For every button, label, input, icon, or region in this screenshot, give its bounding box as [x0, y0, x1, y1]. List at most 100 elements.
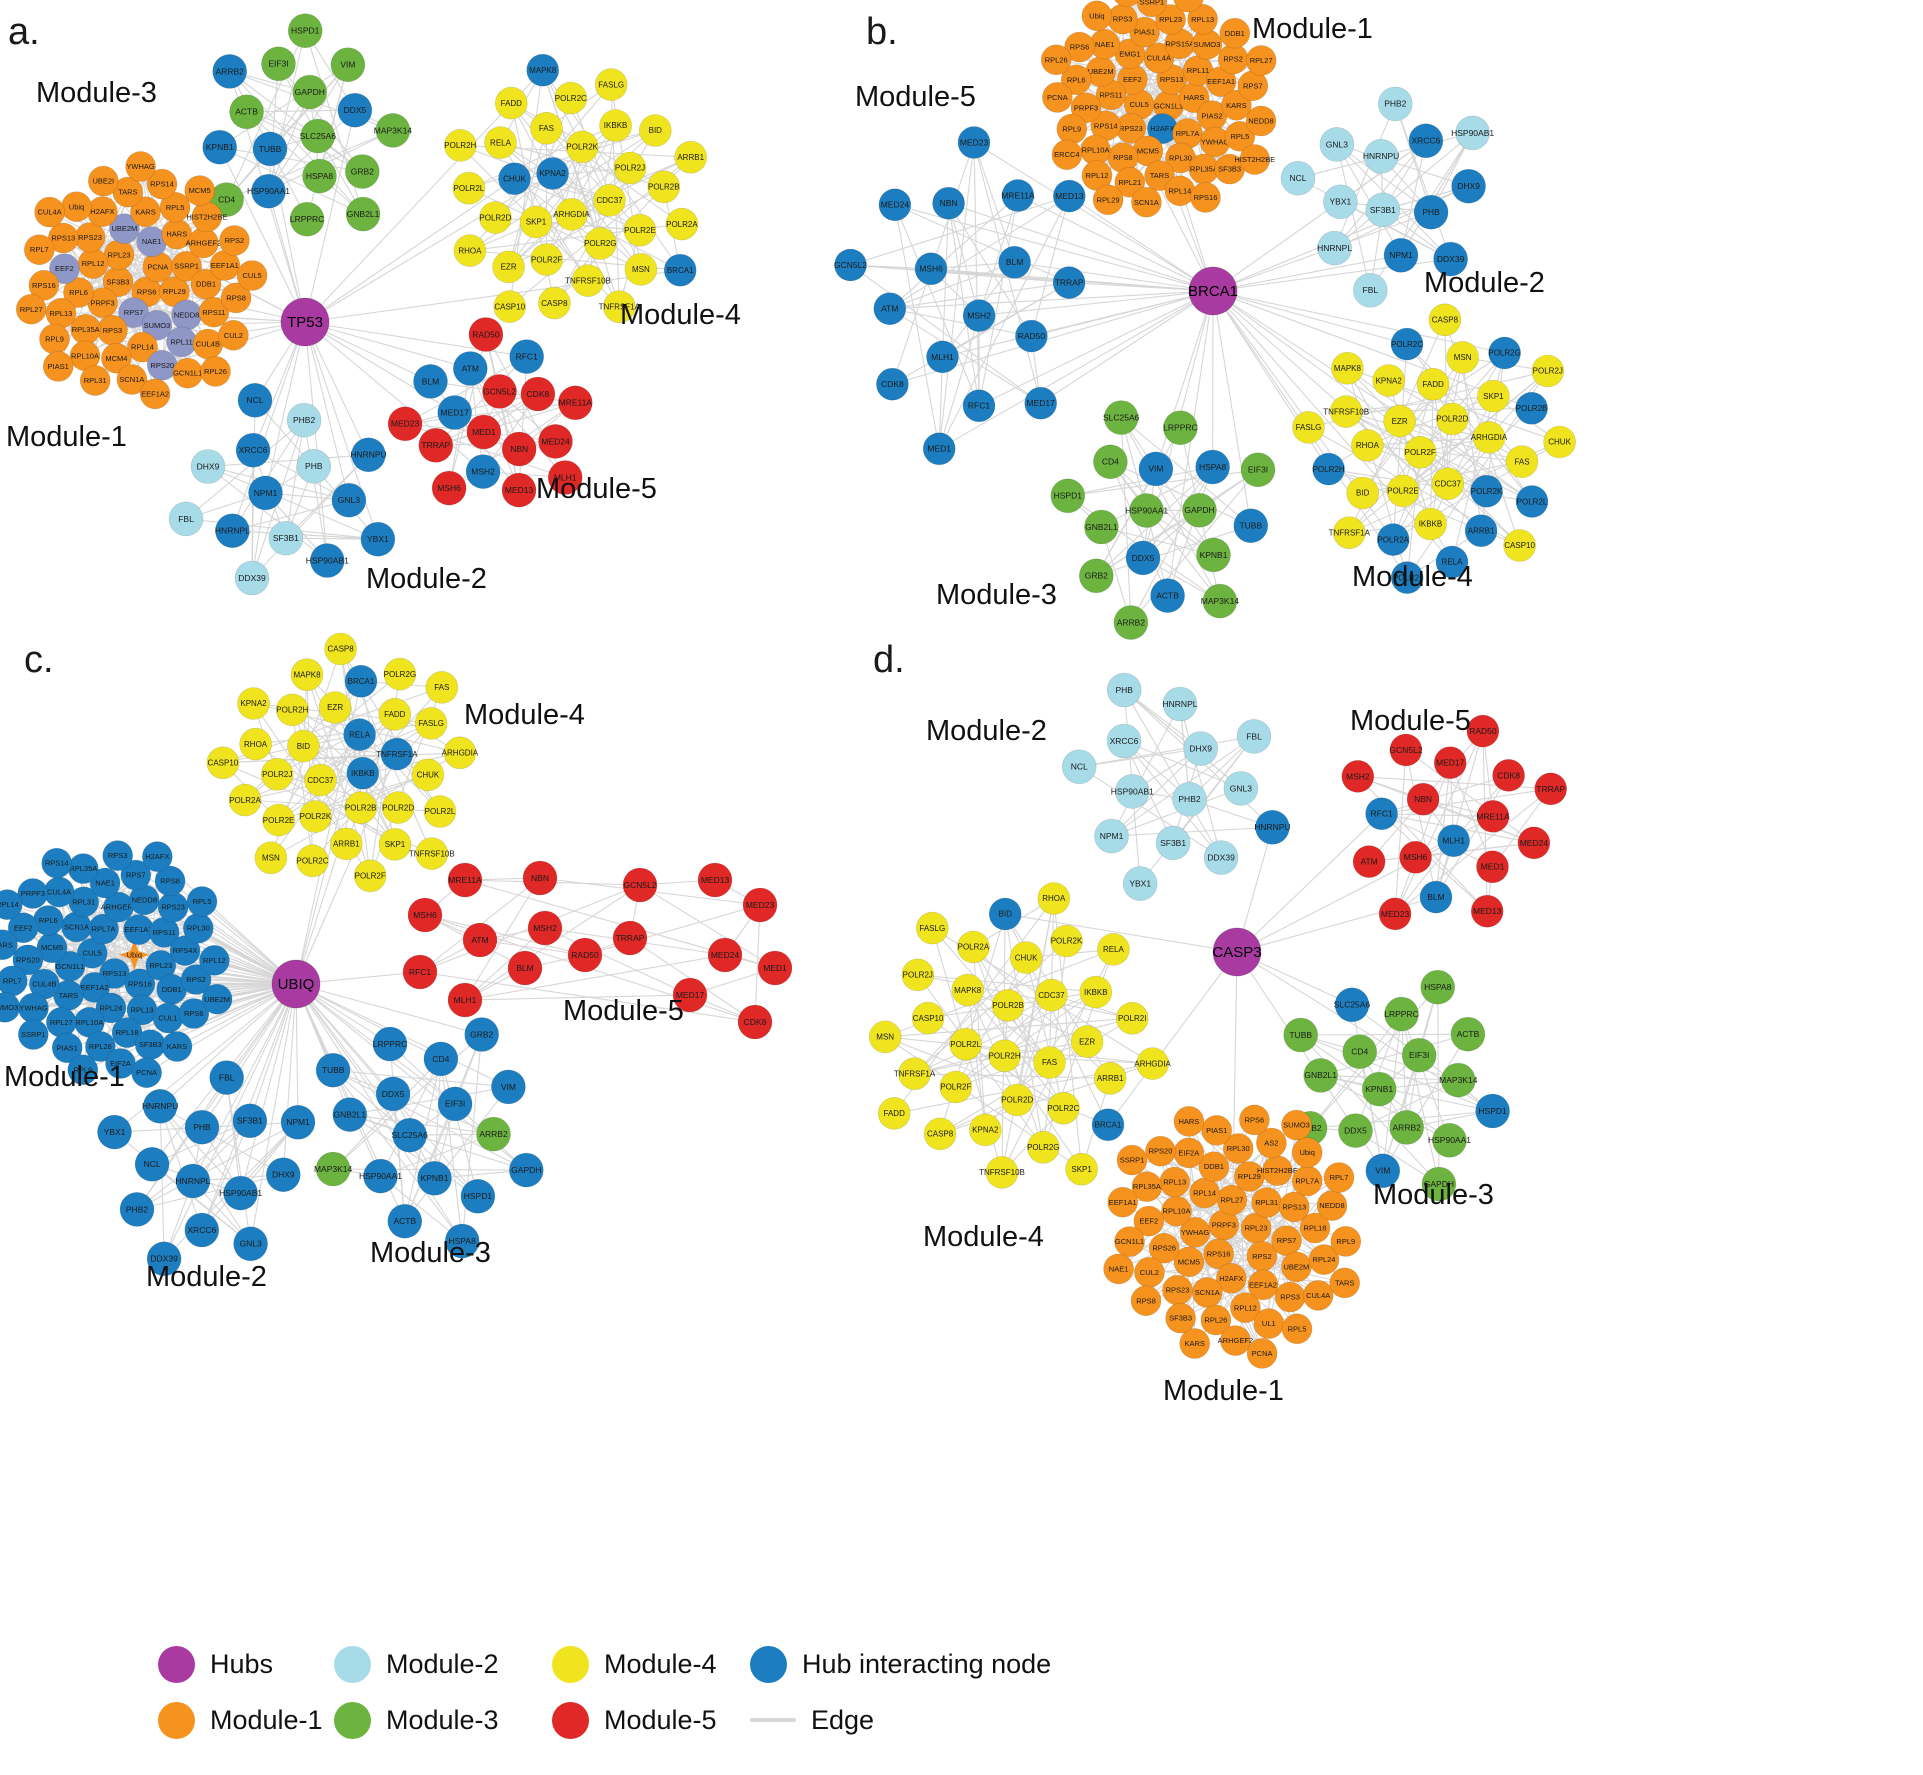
edge — [1030, 195, 1070, 337]
node-CHUK — [1009, 941, 1043, 974]
node-CDK8 — [876, 367, 909, 401]
node-RPS26 — [1148, 1232, 1180, 1264]
node-GCN1L1 — [1114, 1226, 1145, 1257]
hub-edge — [240, 983, 297, 1194]
node-label: FASLG — [418, 719, 444, 728]
node-label: RPS11 — [202, 308, 225, 317]
node-SCN1A — [116, 364, 148, 395]
node-ARHGEF2 — [1220, 1325, 1251, 1356]
node-label: PIAS1 — [57, 1043, 78, 1052]
node-label: SF3B3 — [139, 1040, 162, 1049]
node-TNFRSF1A — [898, 1057, 931, 1090]
edge — [340, 648, 364, 774]
node-FAS — [530, 112, 563, 145]
node-label: FASLG — [598, 80, 624, 89]
node-label: CUL4A — [47, 888, 71, 897]
node-label: TARS — [118, 188, 137, 197]
node-label: HSPA8 — [1199, 462, 1227, 472]
node-label: FAS — [1042, 1058, 1057, 1067]
node-RFC1 — [402, 954, 438, 990]
node-GNB2L1 — [1303, 1058, 1338, 1093]
node-UBE2I — [88, 165, 119, 197]
node-label: MED13 — [1473, 906, 1502, 916]
node-MSN — [624, 253, 658, 286]
node-label: H2AFX — [1150, 124, 1174, 133]
edge — [1437, 987, 1440, 1185]
module3-swatch-icon — [334, 1701, 371, 1739]
node-label: POLR2F — [940, 1083, 971, 1092]
edge — [894, 204, 980, 407]
node-YBX1 — [360, 521, 396, 557]
node-label: FBL — [178, 514, 194, 524]
edge — [419, 971, 756, 1023]
node-label: EEF2 — [1139, 1217, 1158, 1226]
node-DDX39 — [1203, 840, 1239, 875]
node-BID — [287, 729, 320, 763]
node-label: NBN — [1414, 794, 1432, 804]
node-RPS4X — [169, 935, 201, 967]
node-label: CASP10 — [208, 759, 239, 768]
hub-edge — [1212, 290, 1533, 502]
node-label: LRPPRC — [1163, 423, 1197, 433]
edge — [1444, 319, 1449, 484]
hub-edge — [948, 202, 1214, 292]
node-label: HSPD1 — [1478, 1106, 1507, 1116]
hub-edge — [304, 178, 515, 323]
node-HSP90AB1 — [1455, 115, 1490, 151]
node-label: TUBB — [322, 1065, 345, 1075]
panel-a: SLC25A6 TUBB GAPDH HSPA8 ACTB DDX5 HSP90AA1 EIF… — [6, 11, 741, 596]
edge — [1016, 898, 1055, 1101]
hub-edge — [304, 321, 328, 561]
node-label: EEF1A1 — [125, 925, 153, 934]
node-MED1 — [466, 414, 502, 450]
node-POLR2J — [260, 757, 294, 791]
node-label: POLR2K — [300, 812, 332, 821]
edge — [136, 1174, 284, 1210]
node-label: TRRAP — [421, 440, 450, 450]
node-label: ARRB2 — [216, 66, 245, 76]
node-label: NPM1 — [286, 1117, 310, 1127]
node-label: RPS7 — [126, 871, 146, 880]
node-RPL5 — [1281, 1313, 1313, 1345]
edge — [276, 773, 396, 845]
node-CASP8 — [324, 632, 357, 666]
node-label: RPS20 — [1149, 1147, 1173, 1156]
node-label: DDX39 — [1207, 852, 1235, 862]
edge — [584, 904, 761, 956]
node-label: UL1 — [1262, 1319, 1276, 1328]
node-label: YBX1 — [367, 534, 389, 544]
node-label: SCN1A — [119, 375, 144, 384]
edge — [639, 884, 776, 969]
edge — [1213, 1166, 1287, 1242]
node-label: CASP8 — [327, 645, 354, 654]
node-KPNA2 — [237, 687, 270, 720]
node-label: MED24 — [541, 436, 570, 446]
edge — [285, 420, 305, 539]
hub-edge — [219, 146, 306, 323]
hub-edge — [1068, 195, 1214, 292]
node-RHOA — [1351, 429, 1384, 462]
node-MCM5 — [1173, 1246, 1205, 1278]
node-label: RPS6 — [184, 1009, 204, 1018]
node-label: NEDD8 — [1248, 117, 1273, 126]
node-POLR2H — [275, 693, 309, 727]
node-MAP3K14 — [1441, 1062, 1476, 1098]
node-label: HNRNPL — [1317, 243, 1352, 253]
node-label: RPL7A — [1295, 1176, 1319, 1185]
edge — [303, 420, 328, 561]
edge — [440, 1058, 463, 1242]
node-MSH2 — [1341, 760, 1375, 793]
node-IKBKB — [346, 756, 380, 790]
legend-item-module3: Module-3 — [334, 1701, 552, 1739]
node-label: Ubiq — [1089, 11, 1104, 20]
node-IKBKB — [1079, 975, 1113, 1009]
hub-edge — [889, 290, 1214, 310]
node-label: HSP90AA1 — [1125, 505, 1168, 515]
node-label: SF3B1 — [1370, 205, 1396, 215]
hub-edge — [1212, 290, 1505, 354]
node-CDC37 — [593, 184, 626, 217]
node-label: CD4 — [1351, 1047, 1368, 1057]
node-MED13 — [501, 472, 537, 508]
legend-item-module5: Module-5 — [552, 1701, 750, 1739]
node-label: POLR2A — [958, 943, 990, 952]
